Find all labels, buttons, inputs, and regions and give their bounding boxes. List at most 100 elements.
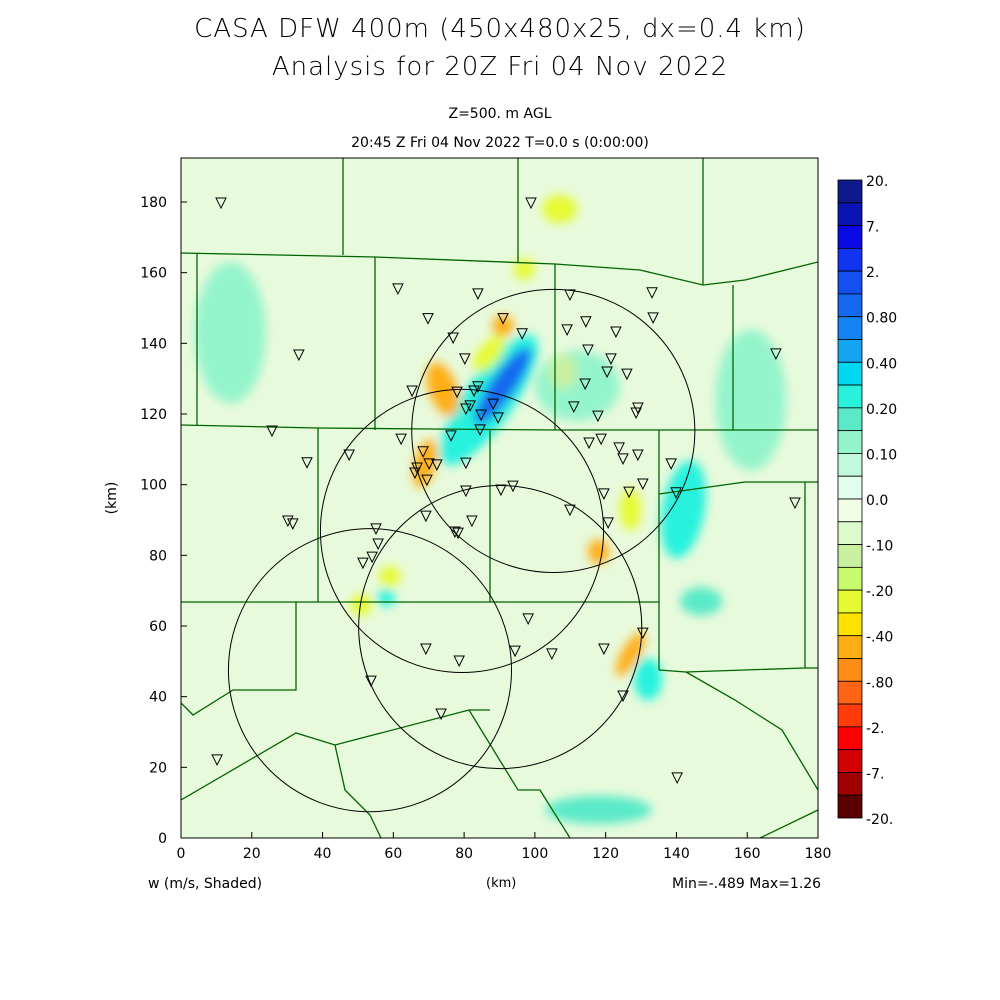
station-marker: [598, 488, 610, 500]
station-marker: [789, 497, 801, 510]
y-tick-label: 140: [140, 336, 167, 352]
colorbar-bin: [837, 566, 863, 591]
station-marker: [423, 458, 435, 470]
colorbar-label: 0.10: [866, 447, 897, 463]
station-marker: [497, 313, 509, 325]
station-marker: [621, 368, 633, 381]
station-marker: [301, 457, 313, 469]
colorbar-bin: [837, 726, 863, 751]
station-marker: [646, 287, 658, 299]
station-marker: [266, 425, 278, 438]
colorbar-label: 0.80: [866, 311, 897, 327]
station-marker: [605, 353, 617, 365]
x-tick-label: 0: [177, 846, 186, 862]
station-marker: [472, 288, 484, 300]
colorbar-label: 7.: [866, 220, 879, 236]
colorbar-bin: [837, 794, 863, 819]
station-marker: [602, 517, 614, 529]
field-feature: [541, 194, 578, 224]
colorbar-bin: [837, 339, 863, 363]
colorbar-label: -.10: [866, 539, 893, 555]
x-axis-label: (km): [486, 876, 517, 891]
station-markers: [211, 197, 801, 785]
colorbar-bin: [837, 658, 863, 682]
field-feature: [513, 258, 535, 280]
x-tick-label: 140: [663, 846, 690, 862]
colorbar-label: 0.0: [866, 493, 888, 509]
y-tick-label: 40: [149, 690, 167, 706]
station-marker: [671, 772, 683, 785]
range-ring: [411, 288, 696, 574]
variable-label: w (m/s, Shaded): [148, 876, 263, 892]
colorbar-bin: [837, 384, 863, 409]
station-marker: [466, 515, 478, 528]
station-marker: [357, 557, 369, 570]
station-marker: [449, 526, 461, 539]
station-marker: [637, 627, 649, 640]
colorbar-bin: [837, 544, 863, 568]
colorbar-bin: [837, 293, 863, 318]
station-marker: [287, 518, 299, 531]
field-feature: [492, 315, 514, 337]
station-marker: [370, 523, 382, 535]
x-tick-label: 60: [384, 846, 402, 862]
field-feature: [195, 262, 266, 404]
station-marker: [282, 515, 294, 528]
field-feature: [549, 353, 578, 390]
radar-range-rings: [227, 288, 696, 813]
station-marker: [372, 538, 384, 551]
x-tick-label: 40: [314, 846, 332, 862]
station-marker: [406, 385, 418, 398]
colorbar-label: 20.: [866, 174, 888, 190]
station-marker: [431, 459, 443, 471]
station-marker: [595, 433, 607, 446]
y-tick-label: 180: [140, 195, 167, 211]
station-marker: [453, 655, 465, 668]
y-tick-label: 120: [140, 407, 167, 423]
x-tick-label: 160: [734, 846, 761, 862]
station-marker: [647, 312, 659, 325]
colorbar-label: -7.: [866, 766, 884, 782]
y-axis-label: (km): [104, 482, 120, 515]
axis-ticks: 0 20 40 60 80 100 120 140 160 180 0 20 40 60 80 100 120 1…: [140, 195, 831, 862]
station-marker: [392, 283, 404, 296]
station-marker: [630, 407, 642, 420]
x-tick-label: 80: [455, 846, 473, 862]
station-marker: [632, 449, 644, 462]
field-feature: [660, 460, 707, 559]
station-marker: [366, 551, 378, 564]
colorbar-bin: [837, 475, 863, 500]
colorbar-bin: [837, 703, 863, 728]
station-marker: [409, 467, 421, 480]
station-marker: [420, 510, 432, 523]
station-marker: [525, 197, 537, 210]
station-marker: [509, 645, 521, 658]
colorbar-bin: [837, 589, 863, 614]
colorbar-bin: [837, 453, 863, 477]
station-marker: [564, 504, 576, 517]
station-marker: [598, 643, 610, 656]
y-tick-label: 100: [140, 478, 167, 494]
station-marker: [637, 478, 649, 491]
y-tick-label: 20: [149, 760, 167, 776]
x-tick-label: 100: [522, 846, 549, 862]
station-marker: [445, 430, 457, 443]
field-feature: [615, 632, 645, 677]
station-marker: [487, 398, 499, 411]
station-marker: [670, 487, 682, 499]
field-feature: [474, 347, 532, 425]
colorbar-bin: [837, 772, 863, 796]
colorbar-bin: [837, 225, 863, 249]
colorbar-bin: [837, 247, 863, 272]
station-marker: [475, 409, 487, 422]
colorbar-bin: [837, 635, 863, 659]
field-feature: [473, 336, 505, 372]
station-marker: [343, 449, 355, 462]
y-tick-label: 160: [140, 266, 167, 282]
y-tick-label: 0: [158, 831, 167, 847]
station-marker: [293, 349, 305, 362]
field-feature: [715, 329, 787, 471]
y-tick-label: 80: [149, 548, 167, 564]
station-marker: [472, 381, 484, 393]
